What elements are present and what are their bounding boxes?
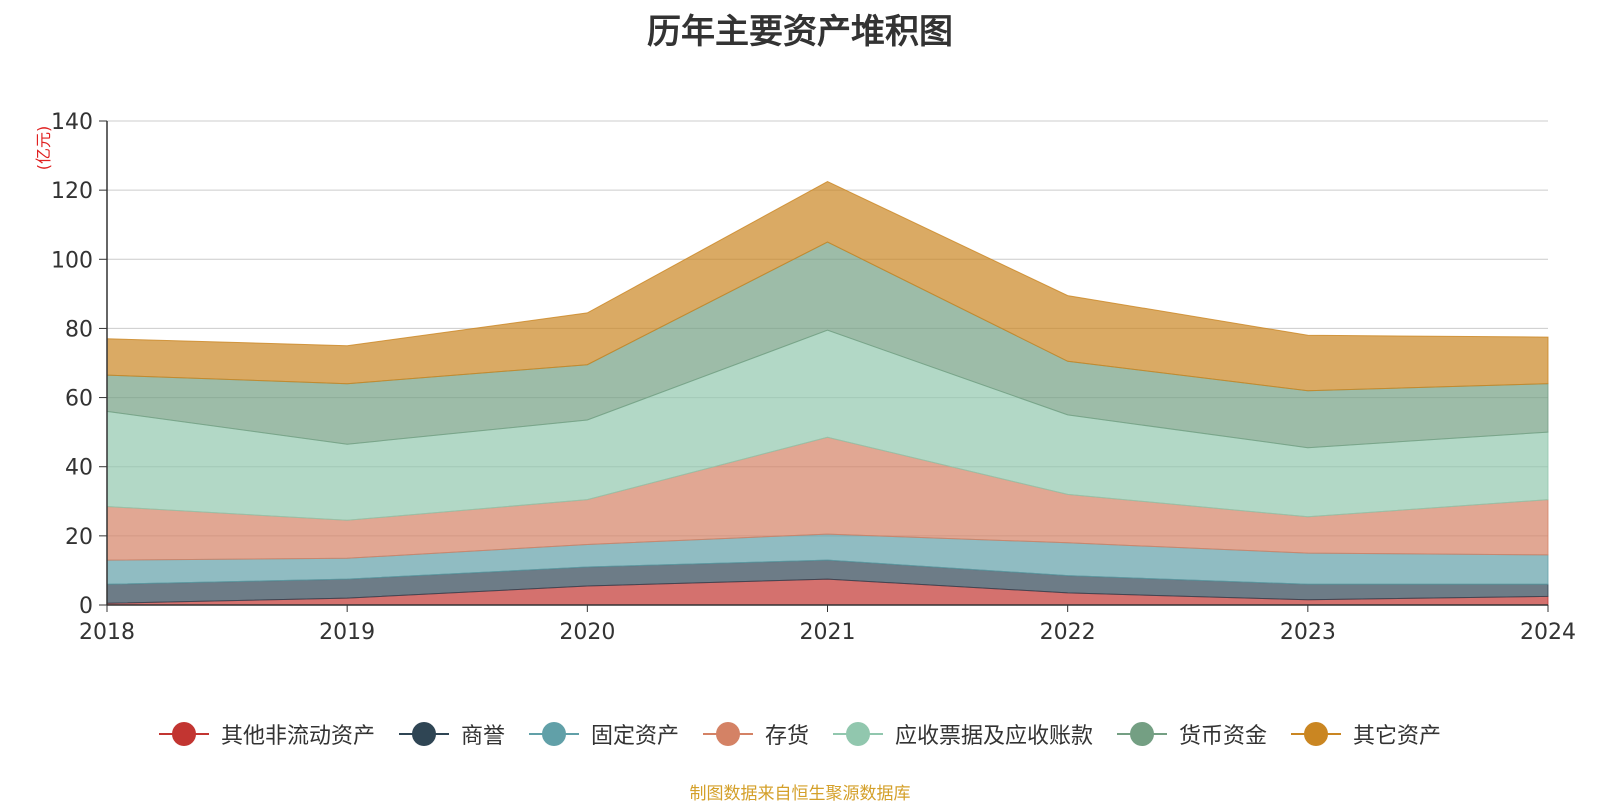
y-tick-label: 20 (65, 525, 93, 550)
tick-labels: 0 20 40 60 80 100 120 140 2018 2019 2020 2021 2022 20… (34, 110, 1576, 645)
legend-label: 其它资产 (1353, 724, 1442, 749)
legend-marker-icon (528, 721, 579, 747)
legend-dot (846, 722, 870, 746)
legend-dot (541, 722, 566, 746)
x-tick-label: 2023 (1280, 620, 1336, 645)
legend-item[interactable]: 固定资产 (528, 718, 679, 750)
legend-item[interactable]: 其他非流动资产 (158, 718, 375, 750)
y-tick-label: 120 (51, 179, 93, 204)
legend-item[interactable]: 存货 (702, 718, 809, 750)
y-tick-label: 140 (51, 110, 93, 135)
legend-marker-icon (1291, 721, 1342, 747)
x-tick-label: 2020 (559, 620, 615, 645)
y-tick-label: 0 (79, 594, 93, 619)
chart-title: 历年主要资产堆积图 (647, 12, 953, 52)
y-tick-label: 60 (65, 387, 93, 412)
y-tick-label: 80 (65, 317, 93, 342)
legend-item[interactable]: 商誉 (398, 718, 505, 750)
legend-marker-icon (158, 721, 209, 747)
legend-label: 货币资金 (1179, 724, 1268, 749)
area-series (106, 180, 1549, 606)
legend-item[interactable]: 其它资产 (1291, 718, 1441, 750)
legend: 其他非流动资产 商誉 固定资产 存货 应收票据及应收账款 货币资金 其它资产 (0, 718, 1600, 750)
legend-dot (171, 722, 196, 746)
data-source-note: 制图数据来自恒生聚源数据库 (689, 784, 911, 804)
legend-marker-icon (702, 721, 753, 747)
legend-dot (715, 722, 740, 746)
legend-dot (411, 722, 436, 746)
legend-marker-icon (398, 721, 449, 747)
x-tick-label: 2018 (79, 620, 135, 645)
area-series-6 (106, 180, 1549, 392)
legend-marker-icon (833, 721, 883, 747)
legend-item[interactable]: 货币资金 (1117, 718, 1267, 750)
legend-dot (1304, 722, 1329, 746)
y-tick-label: 40 (65, 456, 93, 481)
legend-label: 存货 (764, 724, 809, 749)
axes (99, 120, 1549, 612)
legend-label: 固定资产 (590, 724, 679, 749)
x-tick-label: 2024 (1520, 620, 1576, 645)
legend-label: 应收票据及应收账款 (895, 724, 1094, 749)
x-tick-label: 2022 (1040, 620, 1096, 645)
y-unit-label: (亿元) (34, 126, 53, 171)
legend-dot (1130, 722, 1155, 746)
x-tick-label: 2021 (800, 620, 856, 645)
y-tick-label: 100 (51, 248, 93, 273)
legend-item[interactable]: 应收票据及应收账款 (833, 718, 1093, 750)
legend-label: 商誉 (460, 724, 505, 749)
x-tick-label: 2019 (319, 620, 375, 645)
legend-marker-icon (1117, 721, 1168, 747)
legend-label: 其他非流动资产 (220, 724, 375, 749)
